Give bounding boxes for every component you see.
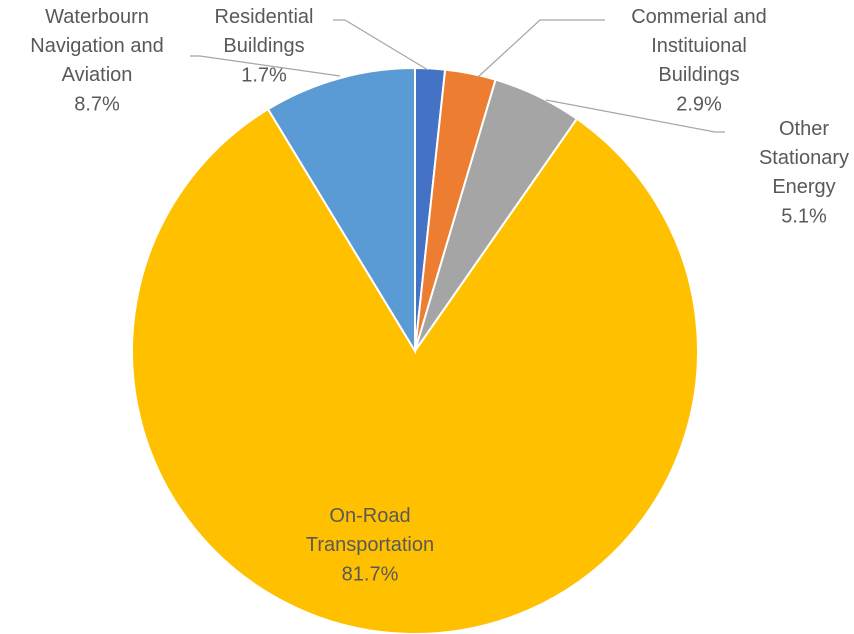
slice-label-line: Waterbourn — [45, 6, 149, 28]
pie-slice — [266, 66, 416, 355]
slice-value-label: 1.7% — [241, 64, 287, 86]
slice-label-line: Residential — [215, 6, 314, 28]
slice-label-line: Commerial and — [631, 6, 767, 28]
slice-label: Residential Buildings — [215, 6, 314, 57]
slice-label-line: Energy — [772, 176, 835, 198]
slice-label-line: Stationary — [759, 147, 849, 169]
slice-value-label: 2.9% — [676, 93, 722, 115]
leader-line — [545, 99, 725, 133]
leader-line — [333, 19, 429, 71]
leader-line — [477, 19, 605, 78]
slice-label-line: Navigation and — [30, 35, 163, 57]
slice-label-line: Transportation — [306, 534, 434, 556]
slice-value-label: 5.1% — [781, 205, 827, 227]
slice-label-line: On-Road — [329, 505, 410, 527]
slice-label-line: Instituional — [651, 35, 747, 57]
slice-label: Commerial and Instituional Buildings — [631, 6, 767, 86]
slice-label-line: Aviation — [62, 64, 133, 86]
slice-value-label: 8.7% — [74, 93, 120, 115]
slice-label-line: Buildings — [658, 64, 739, 86]
slice-label-line: Buildings — [223, 35, 304, 57]
slice-value-label: 81.7% — [342, 563, 399, 585]
slice-label: Waterbourn Navigation and Aviation — [30, 6, 163, 86]
slice-label: On-Road Transportation — [306, 505, 434, 556]
slice-label: Other Stationary Energy — [759, 118, 849, 198]
slice-label-line: Other — [779, 118, 829, 140]
leader-line — [190, 55, 341, 77]
